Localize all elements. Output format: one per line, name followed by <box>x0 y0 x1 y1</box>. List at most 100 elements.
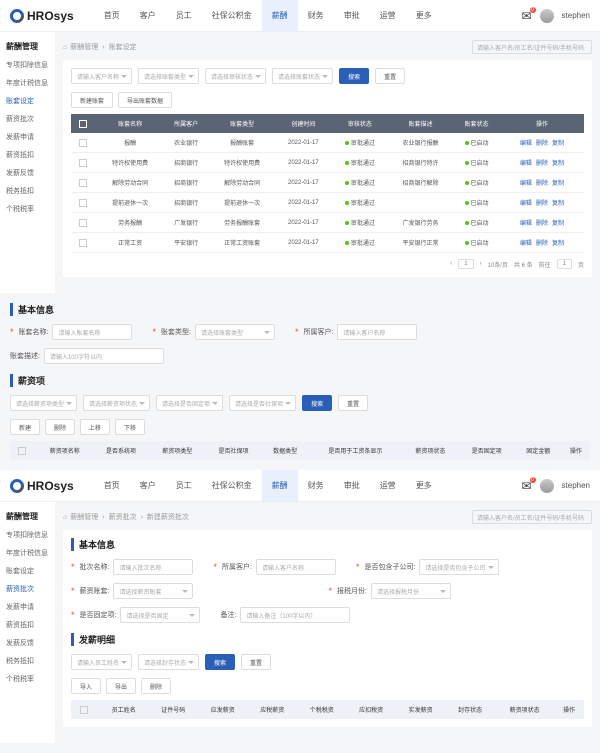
filter-select[interactable]: 请选择是否社保项 <box>229 395 296 411</box>
fixed-select[interactable]: 请选择是否固定 <box>120 607 200 623</box>
remark-input[interactable]: 请输入备注（100字以内） <box>240 607 350 623</box>
row-action[interactable]: 删除 <box>536 241 548 247</box>
avatar[interactable] <box>540 9 554 23</box>
nav-item[interactable]: 运营 <box>370 470 406 502</box>
row-action[interactable]: 删除 <box>536 201 548 207</box>
sidebar-item[interactable]: 账套设定 <box>0 92 55 110</box>
page-current[interactable]: 1 <box>458 259 473 269</box>
logo[interactable]: HROsys <box>10 9 74 23</box>
nav-item[interactable]: 首页 <box>94 470 130 502</box>
sidebar-item[interactable]: 年度计税信息 <box>0 544 55 562</box>
nav-item[interactable]: 客户 <box>130 470 166 502</box>
row-action[interactable]: 删除 <box>536 221 548 227</box>
row-action[interactable]: 删除 <box>536 181 548 187</box>
logo-2[interactable]: HROsys <box>10 479 74 493</box>
sidebar-item[interactable]: 账套设定 <box>0 562 55 580</box>
reset-button[interactable]: 重置 <box>338 395 368 411</box>
sidebar-item[interactable]: 薪资批次 <box>0 110 55 128</box>
nav-item[interactable]: 社保公积金 <box>202 0 262 32</box>
nav-item[interactable]: 财务 <box>298 0 334 32</box>
sidebar-item[interactable]: 个税税率 <box>0 200 55 218</box>
sidebar-item[interactable]: 发薪申请 <box>0 598 55 616</box>
avatar-2[interactable] <box>540 479 554 493</box>
sidebar-item[interactable]: 发薪反馈 <box>0 634 55 652</box>
nav-item[interactable]: 审批 <box>334 470 370 502</box>
nav-item[interactable]: 员工 <box>166 470 202 502</box>
filter-select[interactable]: 请选择审核状态 <box>205 68 266 84</box>
row-action[interactable]: 编辑 <box>520 181 532 187</box>
row-action[interactable]: 复制 <box>552 141 564 147</box>
row-action[interactable]: 编辑 <box>520 141 532 147</box>
checkbox-all[interactable] <box>79 120 87 128</box>
search-button[interactable]: 搜索 <box>339 68 369 84</box>
sidebar-item[interactable]: 薪资批次 <box>0 580 55 598</box>
nav-item[interactable]: 审批 <box>334 0 370 32</box>
import-button[interactable]: 导入 <box>71 678 101 694</box>
salary-new-button[interactable]: 新建 <box>10 419 40 435</box>
global-search[interactable]: 请输入客户名/员工名/证件号码/手机号码 <box>472 40 592 54</box>
row-checkbox[interactable] <box>79 199 87 207</box>
nav-item[interactable]: 客户 <box>130 0 166 32</box>
row-action[interactable]: 复制 <box>552 161 564 167</box>
sidebar-item[interactable]: 发薪反馈 <box>0 164 55 182</box>
row-action[interactable]: 复制 <box>552 241 564 247</box>
plan-name-input[interactable]: 请输入账套名称 <box>52 324 132 340</box>
mail-icon[interactable]: ✉0 <box>521 9 531 23</box>
row-action[interactable]: 编辑 <box>520 241 532 247</box>
nav-item[interactable]: 首页 <box>94 0 130 32</box>
sidebar-item[interactable]: 税务抵扣 <box>0 182 55 200</box>
row-checkbox[interactable] <box>79 219 87 227</box>
filter-select[interactable]: 请选择是否固定项 <box>156 395 223 411</box>
nav-item[interactable]: 薪酬 <box>262 0 298 32</box>
batch-name-input[interactable]: 请输入批次名称 <box>113 559 193 575</box>
global-search-2[interactable]: 请输入客户名/员工名/证件号码/手机号码 <box>472 510 592 524</box>
row-action[interactable]: 复制 <box>552 201 564 207</box>
delete-detail-button[interactable]: 删除 <box>141 678 171 694</box>
tax-month-select[interactable]: 请选择报税月份 <box>371 583 451 599</box>
sidebar-item[interactable]: 个税税率 <box>0 670 55 688</box>
filter-select[interactable]: 请选择账套类型 <box>138 68 199 84</box>
row-action[interactable]: 删除 <box>536 161 548 167</box>
sidebar-item[interactable]: 薪资抵扣 <box>0 146 55 164</box>
checkbox-all[interactable] <box>18 447 26 455</box>
sidebar-item[interactable]: 年度计税信息 <box>0 74 55 92</box>
desc-input[interactable]: 请输入100字符以内 <box>44 348 164 364</box>
sidebar-item[interactable]: 税务抵扣 <box>0 652 55 670</box>
row-action[interactable]: 复制 <box>552 221 564 227</box>
sidebar-item[interactable]: 发薪申请 <box>0 128 55 146</box>
nav-item[interactable]: 运营 <box>370 0 406 32</box>
search-button[interactable]: 搜索 <box>302 395 332 411</box>
salary-down-button[interactable]: 下移 <box>115 419 145 435</box>
nav-item[interactable]: 员工 <box>166 0 202 32</box>
row-checkbox[interactable] <box>79 159 87 167</box>
row-action[interactable]: 删除 <box>536 141 548 147</box>
filter-select[interactable]: 请选择封存状态 <box>138 654 199 670</box>
salary-del-button[interactable]: 删除 <box>45 419 75 435</box>
filter-select[interactable]: 请选择薪资项状态 <box>83 395 150 411</box>
sub-company-select[interactable]: 请选择是否包含子公司 <box>419 559 499 575</box>
nav-item[interactable]: 更多 <box>406 0 442 32</box>
row-checkbox[interactable] <box>79 239 87 247</box>
sidebar-item[interactable]: 专项扣除信息 <box>0 56 55 74</box>
nav-item[interactable]: 更多 <box>406 470 442 502</box>
row-action[interactable]: 编辑 <box>520 201 532 207</box>
nav-item[interactable]: 社保公积金 <box>202 470 262 502</box>
filter-select[interactable]: 请输入客户名称 <box>71 68 132 84</box>
nav-item[interactable]: 薪酬 <box>262 470 298 502</box>
breadcrumb-home-icon[interactable]: ⌂ <box>63 514 67 521</box>
reset-button[interactable]: 重置 <box>375 68 405 84</box>
filter-select[interactable]: 请选择账套状态 <box>272 68 333 84</box>
filter-select[interactable]: 请选择薪资项类型 <box>10 395 77 411</box>
export-detail-button[interactable]: 导出 <box>106 678 136 694</box>
plan-type-select[interactable]: 请选择账套类型 <box>195 324 275 340</box>
mail-icon-2[interactable]: ✉0 <box>521 479 531 493</box>
export-button[interactable]: 导出账套数据 <box>118 92 172 108</box>
row-checkbox[interactable] <box>79 179 87 187</box>
breadcrumb-home-icon[interactable]: ⌂ <box>63 44 67 51</box>
row-checkbox[interactable] <box>79 139 87 147</box>
row-action[interactable]: 编辑 <box>520 221 532 227</box>
salary-plan-select[interactable]: 请选择薪资账套 <box>113 583 193 599</box>
search-button[interactable]: 搜索 <box>205 654 235 670</box>
reset-button[interactable]: 重置 <box>241 654 271 670</box>
row-action[interactable]: 复制 <box>552 181 564 187</box>
